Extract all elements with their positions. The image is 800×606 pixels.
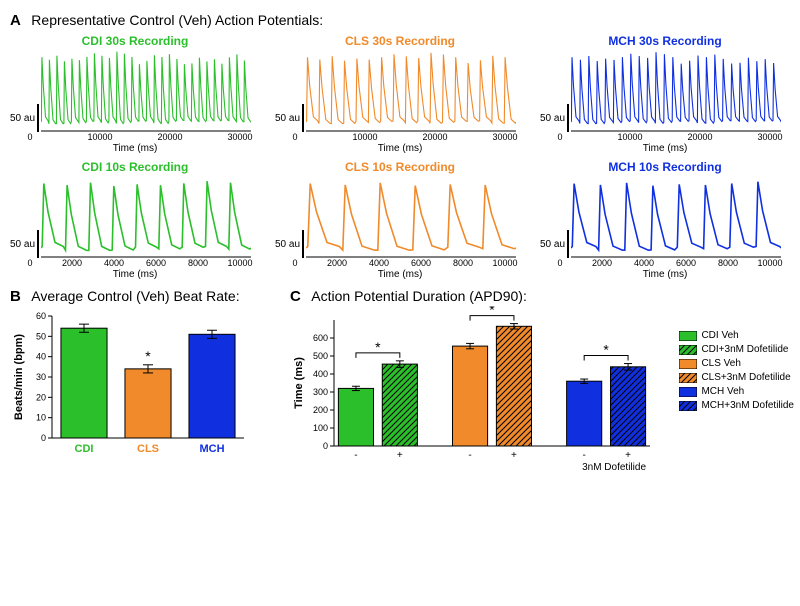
svg-text:40: 40 [36, 352, 46, 362]
panel-a-header: A Representative Control (Veh) Action Po… [10, 12, 790, 30]
svg-text:3nM Dofetilide: 3nM Dofetilide [582, 462, 646, 473]
svg-text:0: 0 [41, 433, 46, 443]
svg-text:100: 100 [313, 423, 328, 433]
panel-c-chart: 0 100 200 300 400 500 600 Time (ms) - + - + - + * * * 3nM… [290, 306, 790, 481]
svg-text:CDI: CDI [75, 443, 94, 455]
trace-title: CDI 30s Recording [82, 34, 189, 48]
svg-text:-: - [468, 450, 471, 461]
trace-title: CLS 10s Recording [345, 160, 455, 174]
trace-title: MCH 30s Recording [608, 34, 721, 48]
svg-text:0: 0 [323, 441, 328, 451]
trace-mch-10000: MCH 10s Recording50 au 02000400060008000… [540, 160, 790, 280]
svg-text:CLS: CLS [137, 443, 159, 455]
panel-b-title: Average Control (Veh) Beat Rate: [31, 288, 239, 304]
trace-title: CLS 30s Recording [345, 34, 455, 48]
svg-text:MCH: MCH [199, 443, 224, 455]
svg-text:600: 600 [313, 333, 328, 343]
svg-text:10: 10 [36, 413, 46, 423]
svg-text:400: 400 [313, 369, 328, 379]
trace-cdi-30000: CDI 30s Recording50 au 0100002000030000T… [10, 34, 260, 154]
svg-text:500: 500 [313, 351, 328, 361]
svg-text:+: + [397, 450, 403, 461]
svg-text:*: * [145, 348, 151, 364]
svg-text:+: + [625, 450, 631, 461]
svg-text:60: 60 [36, 311, 46, 321]
panel-c-title: Action Potential Duration (APD90): [311, 288, 527, 304]
bottom-row: B Average Control (Veh) Beat Rate: 0 10 20… [10, 288, 790, 481]
panel-b: B Average Control (Veh) Beat Rate: 0 10 20… [10, 288, 280, 481]
trace-cls-10000: CLS 10s Recording50 au 02000400060008000… [275, 160, 525, 280]
panel-c: C Action Potential Duration (APD90): 0 10… [290, 288, 790, 481]
svg-text:200: 200 [313, 405, 328, 415]
trace-cls-30000: CLS 30s Recording50 au 0100002000030000T… [275, 34, 525, 154]
svg-text:300: 300 [313, 387, 328, 397]
panel-b-chart: 0 10 20 30 40 50 60 Beats/min (bpm) CDI * CLS MCH [10, 306, 280, 471]
trace-title: CDI 10s Recording [82, 160, 189, 174]
svg-text:*: * [489, 306, 495, 318]
svg-text:-: - [354, 450, 357, 461]
panel-c-label: C [290, 288, 301, 305]
trace-title: MCH 10s Recording [608, 160, 721, 174]
panel-b-label: B [10, 288, 21, 305]
svg-text:*: * [603, 342, 609, 358]
trace-cdi-10000: CDI 10s Recording50 au 02000400060008000… [10, 160, 260, 280]
svg-text:20: 20 [36, 392, 46, 402]
svg-text:+: + [511, 450, 517, 461]
svg-text:*: * [375, 339, 381, 355]
panel-a-traces: CDI 30s Recording50 au 0100002000030000T… [10, 34, 790, 280]
svg-text:Time (ms): Time (ms) [293, 357, 305, 409]
panel-a-title: Representative Control (Veh) Action Pote… [31, 12, 323, 28]
svg-text:-: - [582, 450, 585, 461]
svg-text:30: 30 [36, 372, 46, 382]
panel-a-label: A [10, 12, 21, 29]
panel-c-legend: CDI VehCDI+3nM DofetilideCLS VehCLS+3nM … [679, 330, 794, 414]
svg-text:Beats/min (bpm): Beats/min (bpm) [13, 334, 25, 421]
trace-mch-30000: MCH 30s Recording50 au 0100002000030000T… [540, 34, 790, 154]
svg-text:50: 50 [36, 331, 46, 341]
